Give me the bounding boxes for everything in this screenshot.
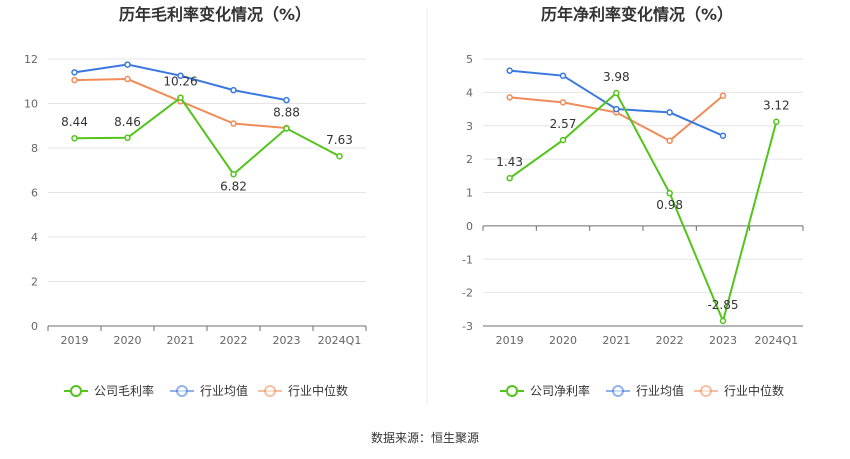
net-y-tick-label: 2 [466, 153, 473, 166]
gross-data-label: 6.82 [220, 179, 247, 193]
net-series-line-company [509, 91, 778, 325]
gross-point-company [71, 134, 78, 142]
net-data-label: 2.57 [550, 117, 577, 131]
gross-point-industry_avg [230, 86, 237, 94]
gross-point-industry_median [124, 75, 131, 83]
net-data-label: 3.98 [603, 70, 630, 84]
gross-point-industry_median [71, 76, 78, 84]
net-margin-chart: 历年净利率变化情况（%） -3 -2 -1 0 1 2 3 4 5 2019 2020 2021 202… [462, 5, 804, 398]
net-y-tick-label: 3 [466, 120, 473, 133]
source-label: 数据来源：恒生聚源 [371, 430, 479, 445]
gross-legend-label-company: 公司毛利率 [94, 383, 154, 398]
net-legend-label-industry_median: 行业中位数 [724, 383, 784, 398]
net-y-tick-label: -3 [462, 320, 473, 333]
gross-point-company [230, 171, 237, 178]
net-point-company [559, 136, 567, 144]
net-y-tick-label: 4 [466, 86, 473, 99]
net-x-tick-label: 2019 [496, 334, 524, 347]
net-point-industry_median [666, 137, 673, 145]
net-point-industry_avg [666, 109, 673, 116]
gross-y-tick-label: 12 [24, 53, 38, 66]
gross-data-label: 10.26 [163, 75, 197, 89]
net-legend-marker-company [506, 385, 518, 397]
gross-x-tick-label: 2021 [167, 334, 195, 347]
net-data-label: 3.12 [763, 99, 790, 113]
gross-data-label: 8.46 [114, 115, 141, 129]
net-y-tick-label: -1 [462, 253, 473, 266]
net-point-company [613, 89, 620, 97]
gross-point-company [283, 125, 290, 132]
gross-point-company [124, 134, 131, 142]
gross-legend-label-industry_avg: 行业均值 [200, 383, 248, 398]
gross-margin-title: 历年毛利率变化情况（%） [119, 5, 311, 24]
gross-x-tick-label: 2024Q1 [318, 334, 362, 347]
gross-point-industry_avg [71, 69, 78, 76]
net-x-tick-label: 2023 [709, 334, 737, 347]
gross-y-tick-label: 2 [31, 276, 38, 289]
net-series-line-industry_median [509, 94, 724, 142]
net-point-company [773, 118, 780, 125]
net-point-industry_avg [559, 72, 567, 79]
net-data-label: -2.85 [707, 298, 738, 312]
gross-x-tick-label: 2022 [220, 334, 248, 347]
net-x-tick-label: 2020 [549, 334, 577, 347]
net-y-tick-label: -2 [462, 287, 473, 300]
net-x-tick-label: 2022 [656, 334, 684, 347]
net-point-company [506, 174, 513, 182]
net-point-industry_avg [613, 105, 620, 113]
net-point-industry_avg [506, 67, 513, 74]
gross-legend-marker-industry_median [264, 385, 276, 397]
net-legend-marker-industry_avg [612, 385, 624, 397]
gross-data-label: 7.63 [326, 133, 353, 147]
net-y-tick-label: 5 [466, 53, 473, 66]
gross-x-tick-label: 2019 [61, 334, 89, 347]
net-data-label: 1.43 [496, 155, 523, 169]
gross-point-company [177, 94, 184, 101]
gross-legend-marker-industry_avg [176, 385, 188, 397]
gross-y-tick-label: 6 [31, 187, 38, 200]
net-y-tick-label: 0 [466, 220, 473, 233]
gross-y-tick-label: 8 [31, 142, 38, 155]
gross-point-industry_median [230, 120, 237, 127]
net-y-tick-label: 1 [466, 187, 473, 200]
gross-margin-chart: 历年毛利率变化情况（%） 0 2 4 6 8 10 12 2019 2020 2021 2022 20… [24, 5, 367, 398]
net-point-company [719, 317, 727, 325]
net-x-tick-label: 2024Q1 [755, 334, 799, 347]
gross-y-tick-label: 10 [24, 98, 38, 111]
net-legend-label-industry_avg: 行业均值 [636, 383, 684, 398]
net-margin-title: 历年净利率变化情况（%） [541, 5, 733, 24]
gross-point-industry_avg [124, 61, 131, 68]
gross-point-company [336, 152, 343, 160]
gross-y-tick-label: 0 [31, 320, 38, 333]
net-point-company [666, 189, 673, 197]
net-point-industry_median [506, 94, 513, 101]
net-point-industry_median [719, 92, 727, 99]
net-point-industry_median [559, 99, 567, 106]
gross-series-line-company [74, 96, 340, 176]
gross-data-label: 8.88 [273, 105, 300, 119]
net-data-label: 0.98 [656, 198, 683, 212]
net-x-tick-label: 2021 [602, 334, 630, 347]
gross-x-tick-label: 2023 [273, 334, 301, 347]
gross-x-tick-label: 2020 [114, 334, 142, 347]
gross-point-industry_avg [283, 96, 290, 104]
gross-data-label: 8.44 [61, 115, 88, 129]
gross-legend-marker-company [70, 385, 82, 397]
gross-point-industry_avg [177, 72, 184, 79]
net-legend-marker-industry_median [700, 385, 712, 397]
net-legend-label-company: 公司净利率 [530, 383, 590, 398]
gross-y-tick-label: 4 [31, 231, 38, 244]
net-point-industry_avg [719, 132, 727, 140]
gross-legend-label-industry_median: 行业中位数 [288, 383, 348, 398]
